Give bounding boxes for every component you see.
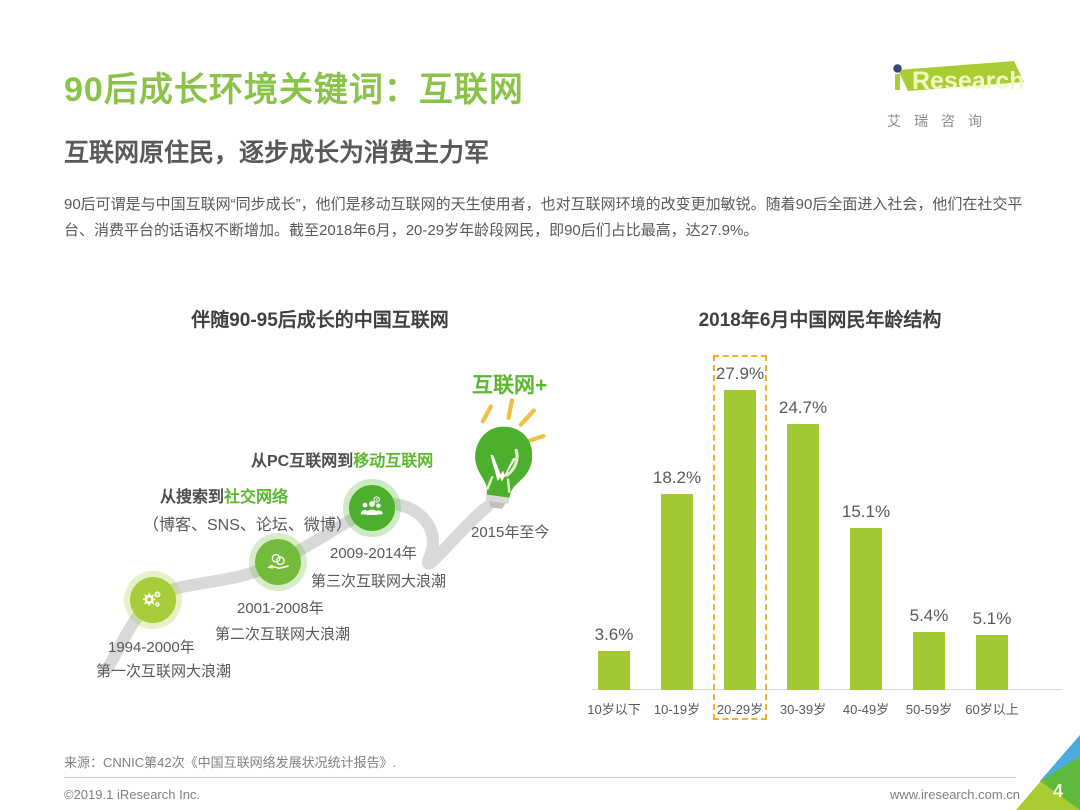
- svg-text:$: $: [376, 498, 378, 502]
